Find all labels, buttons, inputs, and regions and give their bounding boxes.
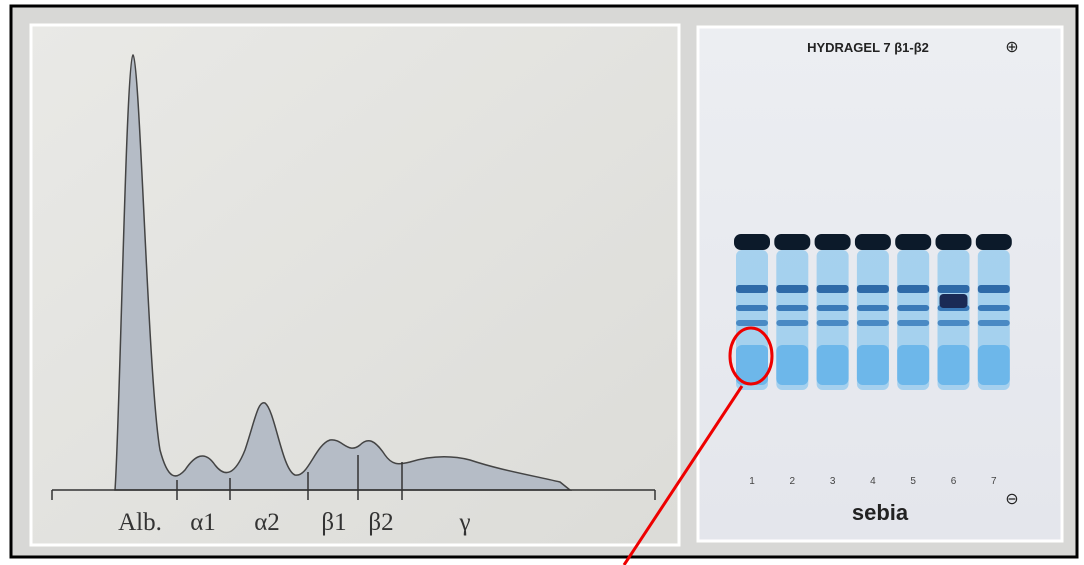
fraction-label: Alb.: [118, 509, 162, 536]
lane-number: 3: [830, 476, 836, 487]
band: [856, 285, 889, 293]
band: [977, 285, 1010, 293]
band: [816, 285, 849, 293]
fraction-label: α2: [254, 509, 280, 536]
lanes: 1 2 3 4 5 6 7: [734, 234, 1012, 487]
fraction-label: γ: [458, 509, 470, 536]
axis: [51, 455, 656, 500]
gel-title: HYDRAGEL 7 β1-β2: [807, 40, 929, 55]
albumin-band: [774, 234, 811, 250]
anode: ⊕: [1005, 39, 1018, 56]
band: [937, 320, 970, 326]
highlight-circle: [728, 326, 774, 386]
band: [977, 320, 1010, 326]
gamma-zone: [937, 345, 970, 385]
fraction-label: α1: [190, 509, 216, 536]
band: [897, 285, 930, 293]
fraction-label: β1: [321, 509, 346, 536]
gamma-zone: [977, 345, 1010, 385]
gamma-zone: [816, 345, 849, 385]
albumin-band: [814, 234, 851, 250]
band: [856, 320, 889, 326]
band: [977, 305, 1010, 311]
band: [736, 320, 768, 326]
pointer-line: [622, 385, 744, 565]
gamma-zone: [736, 345, 768, 385]
lane-number: 7: [991, 476, 997, 487]
band: [816, 320, 849, 326]
band: [897, 305, 930, 311]
albumin-band: [935, 234, 972, 250]
cathode: ⊖: [1005, 491, 1018, 508]
lane-number: 5: [910, 476, 916, 487]
band: [816, 305, 849, 311]
lane-number: 1: [749, 476, 755, 487]
lane-number: 4: [870, 476, 876, 487]
band: [776, 320, 809, 326]
band: [776, 285, 809, 293]
band: [897, 320, 930, 326]
albumin-band: [734, 234, 770, 250]
albumin-band: [895, 234, 932, 250]
gamma-zone: [856, 345, 889, 385]
lane-number: 2: [790, 476, 796, 487]
brand: sebia: [852, 500, 909, 525]
band: [856, 305, 889, 311]
paraprotein-band: [939, 294, 968, 308]
band: [736, 305, 768, 311]
albumin-band: [975, 234, 1012, 250]
fraction-label: β2: [368, 509, 393, 536]
lane-number: 6: [951, 476, 957, 487]
band: [937, 285, 970, 293]
gamma-zone: [776, 345, 809, 385]
albumin-band: [854, 234, 891, 250]
band: [736, 285, 768, 293]
gamma-zone: [897, 345, 930, 385]
band: [776, 305, 809, 311]
